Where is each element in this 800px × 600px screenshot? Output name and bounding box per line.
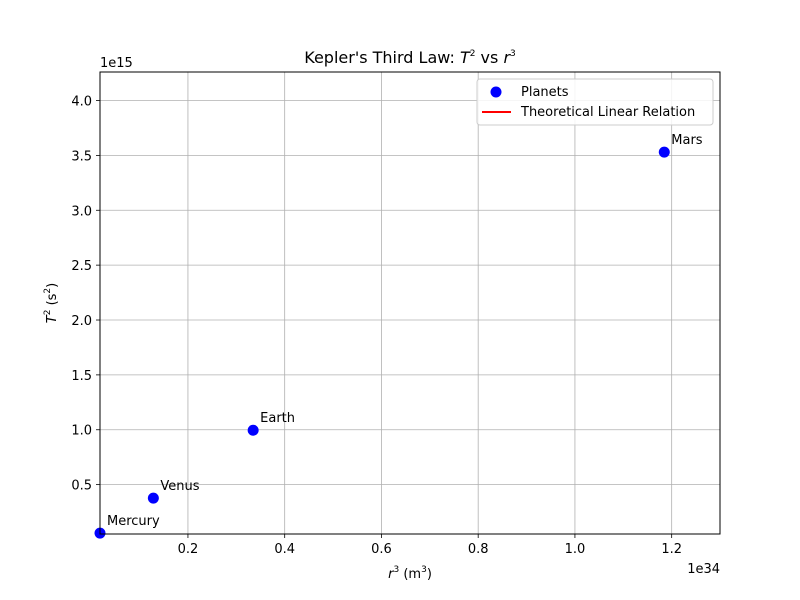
- y-offset-text: 1e15: [100, 56, 133, 71]
- x-axis-label: r3 (m3): [388, 565, 432, 582]
- y-tick-label: 2.5: [71, 259, 92, 274]
- chart-title: Kepler's Third Law: T2 vs r3: [304, 48, 516, 67]
- plot-marks: [94, 146, 670, 539]
- x-axis-ticks: 0.2 0.4 0.6 0.8 1.0 1.2: [178, 534, 682, 557]
- x-tick-label: 0.6: [371, 542, 392, 557]
- plot-area: [100, 72, 720, 534]
- title-t-exp: 2: [470, 49, 476, 59]
- title-prefix: Kepler's Third Law:: [304, 48, 460, 67]
- y-tick-label: 1.0: [71, 424, 92, 439]
- title-r-exp: 3: [510, 49, 516, 59]
- x-offset-text: 1e34: [687, 562, 720, 577]
- title-t: T: [460, 48, 471, 67]
- legend-marker-planets: [490, 86, 502, 98]
- x-tick-label: 1.0: [565, 542, 586, 557]
- x-tick-label: 0.8: [468, 542, 489, 557]
- point-label: Earth: [260, 411, 295, 426]
- point-label: Mars: [671, 133, 703, 148]
- legend-box: [476, 78, 714, 126]
- y-tick-label: 3.5: [71, 149, 92, 164]
- point-label: Venus: [160, 479, 199, 494]
- point-label: Mercury: [107, 514, 160, 529]
- legend-label-planets: Planets: [521, 85, 569, 100]
- y-axis-ticks: 0.5 1.0 1.5 2.0 2.5 3.0 3.5 4.0: [71, 95, 100, 494]
- x-tick-label: 0.2: [178, 542, 199, 557]
- legend: Planets Theoretical Linear Relation: [476, 78, 714, 126]
- data-point: [147, 492, 159, 504]
- x-tick-label: 0.4: [274, 542, 295, 557]
- title-mid: vs: [475, 48, 503, 67]
- data-point: [658, 146, 670, 158]
- title-r: r: [503, 48, 511, 67]
- legend-label-theoretical: Theoretical Linear Relation: [520, 105, 695, 120]
- y-tick-label: 1.5: [71, 369, 92, 384]
- plot-frame: [99, 71, 721, 535]
- y-axis-label: T2 (s2): [43, 283, 60, 323]
- y-tick-label: 2.0: [71, 314, 92, 329]
- x-tick-label: 1.2: [661, 542, 682, 557]
- data-point: [247, 424, 259, 436]
- y-tick-label: 3.0: [71, 204, 92, 219]
- y-tick-label: 0.5: [71, 479, 92, 494]
- point-annotations: Mercury Venus Earth Mars: [107, 133, 703, 529]
- y-tick-label: 4.0: [71, 95, 92, 110]
